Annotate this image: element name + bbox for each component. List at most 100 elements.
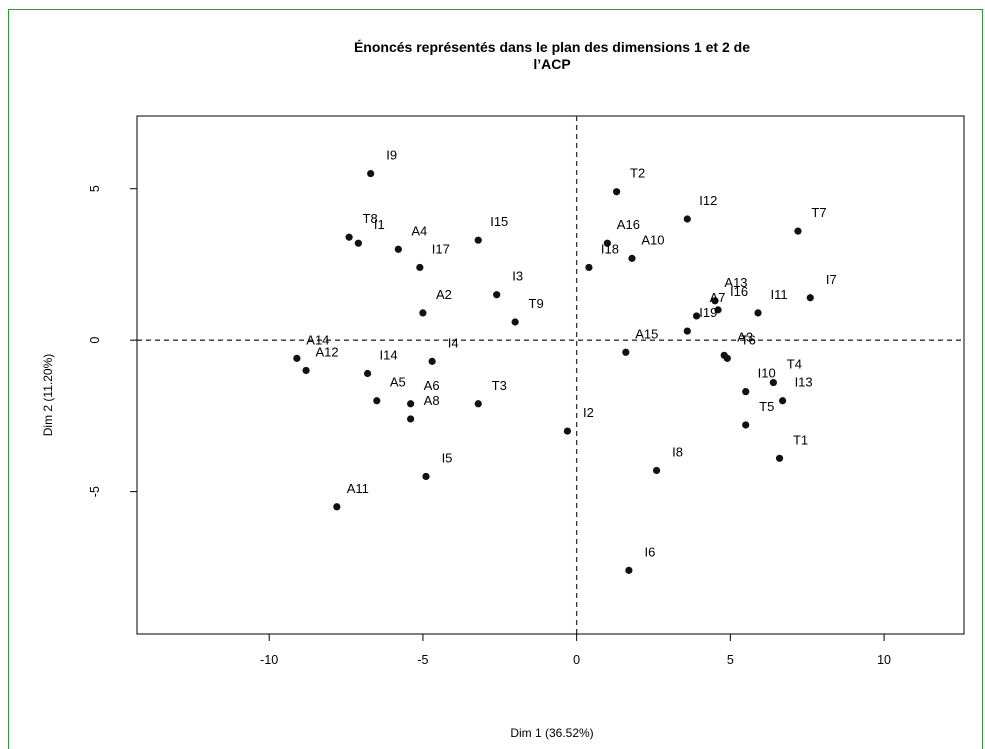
data-point bbox=[419, 309, 427, 317]
data-point bbox=[407, 400, 415, 408]
data-point bbox=[794, 227, 802, 235]
x-axis: -10 -5 0 5 10 bbox=[260, 633, 891, 667]
y-tick-label: 5 bbox=[88, 185, 102, 192]
point-label: A14 bbox=[306, 332, 329, 347]
data-point bbox=[683, 215, 691, 223]
figure-frame bbox=[8, 9, 983, 749]
point-label: I6 bbox=[644, 544, 655, 559]
point-label: A12 bbox=[316, 344, 339, 359]
point-label: A13 bbox=[724, 275, 747, 290]
data-point bbox=[714, 306, 722, 314]
point-label: A7 bbox=[710, 290, 726, 305]
data-point bbox=[769, 378, 777, 387]
point-label: I14 bbox=[380, 347, 398, 362]
data-point bbox=[683, 327, 691, 335]
data-point bbox=[754, 309, 762, 317]
data-point bbox=[511, 318, 519, 326]
data-point bbox=[293, 354, 301, 362]
point-label: A11 bbox=[347, 481, 369, 496]
point-label: I10 bbox=[758, 366, 776, 381]
data-point bbox=[363, 369, 372, 378]
point-label: I18 bbox=[601, 241, 619, 256]
data-point bbox=[806, 294, 814, 302]
data-point bbox=[652, 466, 661, 475]
data-point bbox=[428, 357, 436, 365]
data-point bbox=[416, 263, 424, 272]
point-label: I4 bbox=[448, 335, 459, 350]
point-label: A8 bbox=[424, 393, 440, 408]
point-label: A15 bbox=[635, 326, 658, 341]
point-label: A3 bbox=[737, 329, 753, 344]
point-label: T1 bbox=[793, 432, 808, 447]
data-point bbox=[603, 239, 611, 247]
data-point bbox=[394, 245, 402, 253]
data-point bbox=[367, 169, 375, 178]
data-point bbox=[775, 454, 784, 462]
data-point bbox=[302, 366, 310, 375]
point-label: I2 bbox=[583, 405, 594, 420]
point-label: I13 bbox=[795, 375, 813, 390]
point-label: A6 bbox=[424, 378, 440, 393]
y-tick-label: -5 bbox=[88, 486, 102, 497]
data-point bbox=[779, 397, 787, 405]
point-label: T6 bbox=[741, 332, 756, 347]
point-label: I5 bbox=[442, 450, 453, 465]
data-point bbox=[345, 233, 353, 241]
point-label: T8 bbox=[363, 211, 378, 226]
point-label: I19 bbox=[699, 305, 717, 320]
data-point bbox=[354, 239, 362, 247]
point-label: T4 bbox=[787, 357, 802, 372]
point-label: A4 bbox=[411, 223, 427, 238]
data-point bbox=[333, 503, 341, 511]
data-point bbox=[493, 291, 501, 299]
data-point bbox=[407, 415, 415, 423]
data-point bbox=[723, 354, 731, 362]
plot-area-border bbox=[136, 115, 965, 635]
data-point bbox=[563, 427, 572, 435]
data-point bbox=[742, 388, 750, 396]
data-point bbox=[422, 472, 430, 481]
reference-lines bbox=[137, 116, 964, 634]
point-label: I1 bbox=[374, 217, 385, 232]
data-point bbox=[628, 254, 636, 262]
point-label: I9 bbox=[386, 148, 397, 163]
point-label: I8 bbox=[672, 444, 683, 459]
point-label: T3 bbox=[492, 378, 507, 393]
chart-title-line-1: Énoncés représentés dans le plan des dim… bbox=[354, 39, 750, 55]
data-point bbox=[742, 421, 750, 429]
point-label: T2 bbox=[630, 166, 645, 181]
x-axis-label: Dim 1 (36.52%) bbox=[510, 726, 593, 740]
point-label: T9 bbox=[529, 296, 544, 311]
x-tick-label: -5 bbox=[417, 653, 428, 667]
data-point bbox=[625, 566, 633, 574]
point-label: I3 bbox=[512, 269, 523, 284]
data-point bbox=[692, 312, 701, 320]
data-point bbox=[474, 236, 482, 244]
point-label: T5 bbox=[759, 399, 774, 414]
y-tick-label: 0 bbox=[88, 337, 102, 344]
data-point bbox=[612, 188, 621, 196]
point-label: A10 bbox=[641, 232, 664, 247]
x-tick-label: -10 bbox=[260, 653, 278, 667]
point-label: I7 bbox=[826, 272, 837, 287]
point-label: I12 bbox=[699, 193, 717, 208]
data-point bbox=[474, 400, 482, 408]
data-point bbox=[373, 397, 381, 405]
point-label: I17 bbox=[432, 241, 450, 256]
y-axis: -5 0 5 bbox=[88, 185, 138, 497]
point-label: A2 bbox=[436, 287, 452, 302]
x-tick-label: 0 bbox=[573, 653, 580, 667]
data-point bbox=[585, 263, 593, 272]
point-label: I15 bbox=[490, 214, 508, 229]
data-point bbox=[622, 348, 630, 356]
chart-title-line-2: l’ACP bbox=[533, 56, 570, 72]
point-label: A5 bbox=[390, 375, 406, 390]
point-label: I16 bbox=[730, 284, 748, 299]
y-axis-label: Dim 2 (11.20%) bbox=[41, 354, 55, 436]
point-label: I11 bbox=[770, 287, 787, 302]
point-label: T7 bbox=[811, 205, 826, 220]
x-tick-label: 5 bbox=[727, 653, 734, 667]
x-tick-label: 10 bbox=[877, 653, 891, 667]
